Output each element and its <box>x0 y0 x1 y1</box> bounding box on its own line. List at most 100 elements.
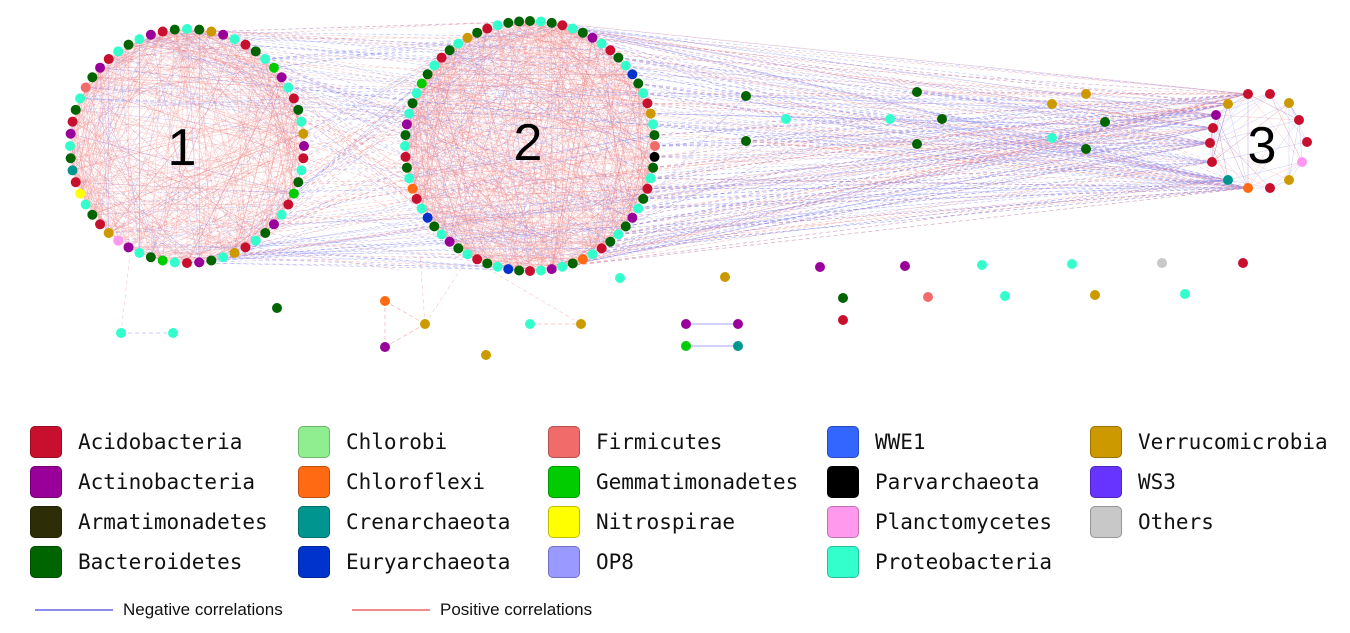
positive-edge <box>467 254 583 260</box>
negative-edge <box>245 44 1214 129</box>
positive-edge <box>108 109 299 234</box>
legend-label: Proteobacteria <box>875 550 1053 574</box>
node <box>422 212 433 223</box>
positive-edge <box>582 241 611 260</box>
negative-edge <box>273 179 1229 225</box>
positive-edge <box>186 28 257 241</box>
negative-edge <box>592 93 644 255</box>
node <box>781 114 791 124</box>
positive-edge <box>441 103 648 235</box>
positive-edge <box>518 156 655 271</box>
positive-edge <box>79 193 163 261</box>
positive-edge <box>162 31 304 159</box>
positive-edge <box>245 98 295 248</box>
positive-edge <box>405 21 542 136</box>
node <box>514 16 525 27</box>
positive-edge <box>174 29 542 271</box>
positive-edge <box>162 43 459 261</box>
node <box>535 265 546 276</box>
positive-edge <box>409 74 428 179</box>
positive-edge <box>551 37 593 270</box>
node <box>134 247 145 258</box>
node <box>649 151 660 162</box>
positive-edge <box>406 167 648 190</box>
positive-edge <box>551 65 626 270</box>
node <box>605 236 616 247</box>
node <box>481 350 491 360</box>
positive-edge <box>1212 93 1249 129</box>
node <box>620 221 631 232</box>
negative-edge <box>79 34 152 99</box>
positive-edge <box>108 31 212 60</box>
positive-edge <box>416 93 450 242</box>
node <box>1100 117 1110 127</box>
negative-edge <box>298 109 655 136</box>
negative-edge <box>1212 127 1271 189</box>
positive-edge <box>508 22 552 270</box>
negative-edge <box>85 142 1211 205</box>
negative-edge <box>281 76 413 104</box>
positive-edge <box>150 98 295 258</box>
negative-edge <box>497 103 648 267</box>
positive-edge <box>186 28 266 234</box>
positive-edge <box>562 103 1229 268</box>
positive-edge <box>551 37 593 270</box>
negative-edge <box>1215 114 1249 189</box>
negative-edge <box>75 109 246 248</box>
negative-edge <box>186 28 422 84</box>
negative-edge <box>572 28 1229 105</box>
negative-edge <box>108 142 1211 234</box>
positive-edge <box>150 34 304 159</box>
positive-edge <box>421 208 602 249</box>
positive-edge <box>405 134 509 270</box>
node <box>87 209 98 220</box>
node <box>482 258 493 269</box>
negative-edge <box>118 51 1213 163</box>
positive-edge <box>449 50 520 271</box>
node <box>260 54 271 65</box>
node <box>123 39 134 50</box>
positive-edge <box>174 29 212 32</box>
positive-edge <box>497 25 542 271</box>
positive-edge <box>69 145 200 263</box>
positive-edge <box>441 57 655 158</box>
positive-edge <box>70 133 294 194</box>
positive-edge <box>1247 93 1303 163</box>
negative-edge <box>281 76 1217 116</box>
positive-edge <box>92 76 289 88</box>
positive-edge <box>186 142 1211 264</box>
positive-edge <box>118 181 299 241</box>
positive-edge <box>540 22 552 271</box>
node <box>400 141 410 151</box>
negative-edge <box>551 22 1249 189</box>
positive-edge <box>654 93 1249 158</box>
positive-edge <box>487 20 531 264</box>
negative-edge <box>211 187 1249 261</box>
node <box>627 212 638 223</box>
positive-edge <box>427 74 509 270</box>
positive-edge <box>288 83 639 88</box>
positive-edge <box>108 31 212 60</box>
node <box>168 328 178 338</box>
positive-edge <box>234 51 257 253</box>
positive-edge <box>69 145 163 261</box>
positive-edge <box>108 51 256 234</box>
node <box>113 46 124 57</box>
positive-edge <box>1051 103 1217 116</box>
negative-edge <box>610 95 747 242</box>
positive-edge <box>416 43 602 200</box>
positive-edge <box>85 133 304 205</box>
positive-edge <box>412 65 626 189</box>
positive-edge <box>70 44 129 159</box>
negative-edge <box>234 38 611 243</box>
positive-edge <box>108 121 302 234</box>
negative-edge <box>618 57 1211 144</box>
node <box>70 104 81 115</box>
node <box>453 243 464 254</box>
positive-edge <box>186 28 602 249</box>
positive-edge <box>85 87 119 241</box>
positive-edge <box>487 263 520 271</box>
node <box>492 20 503 31</box>
positive-edge <box>288 170 302 205</box>
positive-edge <box>427 22 509 218</box>
